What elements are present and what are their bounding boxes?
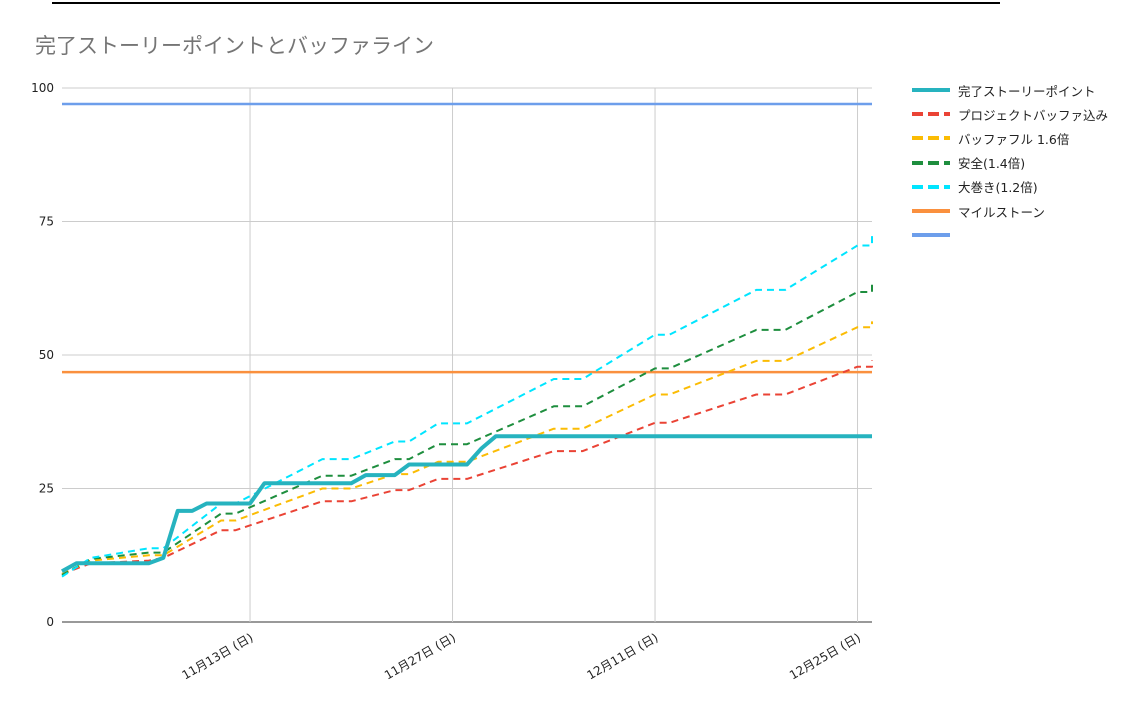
y-tick-label: 25 bbox=[39, 482, 54, 496]
y-tick-label: 50 bbox=[39, 348, 54, 362]
x-tick-label: 11月13日 (日) bbox=[179, 630, 255, 682]
legend-label: 安全(1.4倍) bbox=[958, 156, 1026, 172]
chart-title: 完了ストーリーポイントとバッファライン bbox=[35, 34, 434, 58]
legend: 完了ストーリーポイント プロジェクトバッファ込み バッファフル 1.6倍 安全(1.4… bbox=[912, 78, 1108, 247]
legend-swatch bbox=[912, 112, 950, 117]
legend-swatch bbox=[912, 184, 950, 189]
y-tick-label: 100 bbox=[31, 81, 54, 95]
grid-layer bbox=[62, 87, 872, 623]
x-tick-label: 12月25日 (日) bbox=[787, 630, 863, 682]
series-line-4 bbox=[61, 235, 873, 578]
x-tick-label: 11月27日 (日) bbox=[382, 630, 458, 682]
series-line-3 bbox=[61, 284, 873, 576]
legend-swatch bbox=[912, 88, 950, 93]
series-line-1 bbox=[61, 360, 873, 575]
legend-swatch bbox=[912, 160, 950, 165]
top-rule bbox=[52, 2, 1000, 4]
series-line-2 bbox=[61, 321, 873, 575]
legend-item[interactable] bbox=[912, 223, 1108, 247]
legend-label: 完了ストーリーポイント bbox=[958, 83, 1096, 99]
series-layer bbox=[61, 102, 873, 578]
legend-swatch bbox=[912, 233, 950, 238]
legend-swatch bbox=[912, 136, 950, 141]
x-tick-label: 12月11日 (日) bbox=[584, 630, 660, 682]
legend-item[interactable]: 完了ストーリーポイント bbox=[912, 78, 1108, 102]
legend-item[interactable]: 大巻き(1.2倍) bbox=[912, 175, 1108, 199]
y-tick-label: 0 bbox=[46, 615, 54, 629]
legend-label: プロジェクトバッファ込み bbox=[958, 107, 1109, 123]
legend-label: マイルストーン bbox=[958, 204, 1045, 220]
legend-item[interactable]: プロジェクトバッファ込み bbox=[912, 102, 1108, 126]
legend-label: 大巻き(1.2倍) bbox=[958, 180, 1038, 196]
legend-item[interactable]: バッファフル 1.6倍 bbox=[912, 126, 1108, 150]
tick-layer: 0 25 50 75 100 11月13日 (日) 11月27日 (日) 12月11日 (日)… bbox=[31, 81, 863, 682]
y-tick-label: 75 bbox=[39, 215, 54, 229]
legend-swatch bbox=[912, 209, 950, 214]
legend-item[interactable]: マイルストーン bbox=[912, 199, 1108, 223]
legend-label: バッファフル 1.6倍 bbox=[958, 131, 1070, 147]
legend-item[interactable]: 安全(1.4倍) bbox=[912, 151, 1108, 175]
series-line-0 bbox=[61, 434, 872, 574]
